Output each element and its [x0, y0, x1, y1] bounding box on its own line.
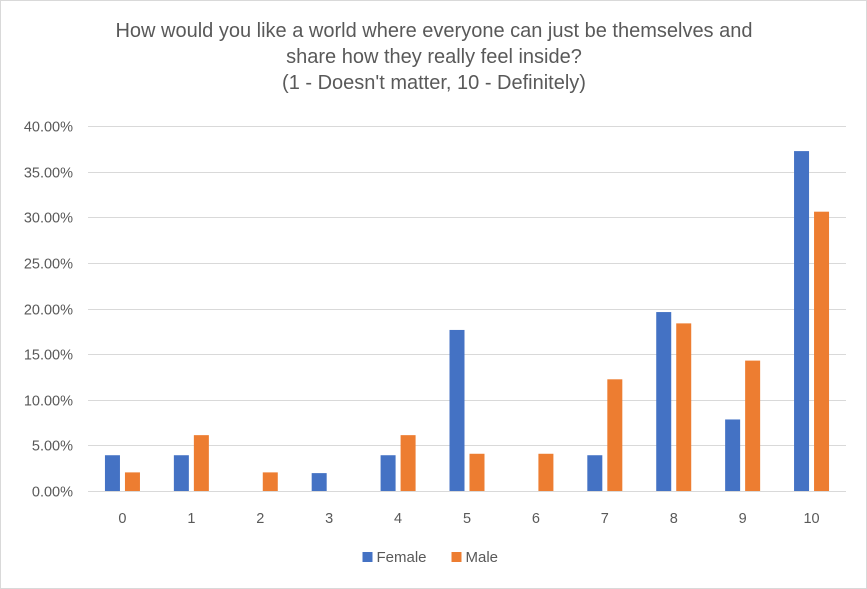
legend-label-male: Male — [466, 549, 499, 566]
x-tick-label: 6 — [532, 511, 540, 527]
y-tick-label: 10.00% — [24, 394, 73, 410]
legend-swatch-male — [451, 552, 462, 562]
bar-male-7 — [607, 379, 623, 491]
bar-male-1 — [193, 435, 209, 491]
bar-female-3 — [311, 473, 327, 491]
bar-female-7 — [587, 455, 603, 491]
x-axis-ticks: 0 1 2 3 4 5 6 7 8 9 10 — [118, 511, 819, 527]
bar-female-8 — [656, 312, 672, 491]
y-tick-label: 5.00% — [32, 439, 73, 455]
bar-female-1 — [173, 455, 189, 491]
bar-male-4 — [400, 435, 416, 491]
x-tick-label: 9 — [739, 511, 747, 527]
bar-male-2 — [262, 472, 278, 491]
bar-female-9 — [725, 419, 741, 491]
bar-male-6 — [538, 453, 554, 491]
y-tick-label: 35.00% — [24, 166, 73, 182]
x-tick-label: 5 — [463, 511, 471, 527]
bar-male-9 — [745, 360, 761, 491]
x-tick-label: 1 — [187, 511, 195, 527]
bar-male-0 — [124, 472, 140, 491]
x-tick-label: 7 — [601, 511, 609, 527]
y-tick-label: 40.00% — [24, 120, 73, 136]
chart-title-line-2: share how they really feel inside? — [286, 46, 582, 68]
bar-male-8 — [676, 323, 692, 491]
y-tick-label: 15.00% — [24, 348, 73, 364]
bar-female-4 — [380, 455, 396, 491]
x-tick-label: 2 — [256, 511, 264, 527]
x-tick-label: 8 — [670, 511, 678, 527]
bars — [104, 151, 830, 491]
y-tick-label: 25.00% — [24, 257, 73, 273]
bar-male-10 — [814, 211, 830, 491]
legend-label-female: Female — [377, 549, 427, 566]
y-axis-ticks: 0.00% 5.00% 10.00% 15.00% 20.00% 25.00% 30.00%… — [24, 120, 73, 501]
y-tick-label: 20.00% — [24, 303, 73, 319]
x-tick-label: 4 — [394, 511, 402, 527]
legend-swatch-female — [362, 552, 373, 562]
x-tick-label: 3 — [325, 511, 333, 527]
chart-title-line-1: How would you like a world where everyon… — [115, 20, 752, 42]
bar-male-5 — [469, 453, 485, 491]
chart-title: How would you like a world where everyon… — [115, 20, 752, 94]
chart-title-line-3: (1 - Doesn't matter, 10 - Definitely) — [282, 72, 586, 94]
x-tick-label: 10 — [803, 511, 819, 527]
legend: Female Male — [362, 549, 499, 566]
gridlines — [88, 126, 846, 492]
bar-female-0 — [104, 455, 120, 491]
x-tick-label: 0 — [118, 511, 126, 527]
bar-female-5 — [449, 329, 465, 491]
y-tick-label: 30.00% — [24, 211, 73, 227]
bar-female-10 — [794, 151, 810, 491]
y-tick-label: 0.00% — [32, 485, 73, 501]
